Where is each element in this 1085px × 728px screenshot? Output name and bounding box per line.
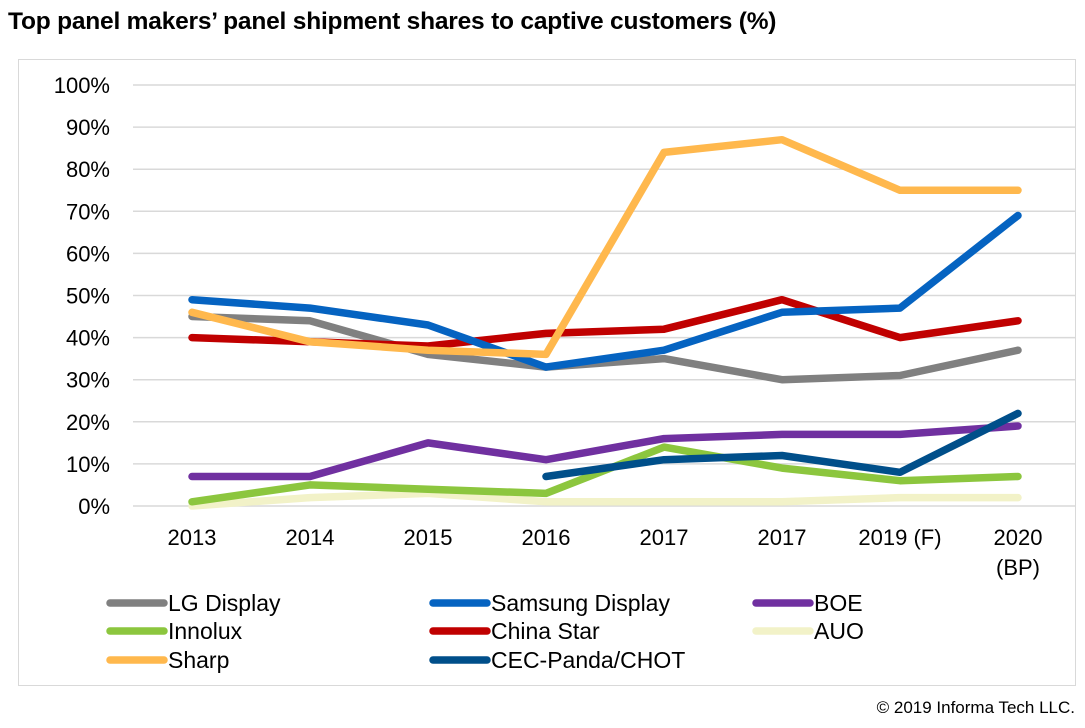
legend-item-samsung-display: Samsung Display	[429, 590, 670, 616]
legend-label: China Star	[491, 618, 600, 644]
y-tick-label: 100%	[54, 73, 110, 98]
legend-item-china-star: China Star	[429, 618, 600, 644]
y-tick-label: 40%	[66, 326, 110, 351]
legend-label: CEC-Panda/CHOT	[491, 647, 685, 673]
legend-label: Innolux	[168, 618, 243, 644]
legend-label: AUO	[814, 618, 864, 644]
series-line-samsung-display	[188, 211, 1022, 371]
y-tick-label: 90%	[66, 115, 110, 140]
series-line-auo	[188, 489, 1022, 510]
series-line-sharp	[188, 135, 1022, 359]
x-tick-label: 2017	[640, 525, 689, 550]
x-tick-label: 2017	[758, 525, 807, 550]
x-axis-ticks: 2013 2014 2015 2016 2017 2017 2019 (F) 2020 (BP)	[168, 525, 1043, 580]
x-tick-label: 2015	[404, 525, 453, 550]
legend-item-innolux: Innolux	[106, 618, 243, 644]
series-line-lg-display	[188, 312, 1022, 384]
legend-label: Sharp	[168, 647, 229, 673]
y-tick-label: 50%	[66, 284, 110, 309]
legend-item-sharp: Sharp	[106, 647, 229, 673]
legend-item-auo: AUO	[752, 618, 864, 644]
x-tick-label: 2013	[168, 525, 217, 550]
y-tick-label: 20%	[66, 410, 110, 435]
y-tick-label: 70%	[66, 199, 110, 224]
y-tick-label: 0%	[78, 494, 110, 519]
y-tick-label: 80%	[66, 157, 110, 182]
legend-label: Samsung Display	[491, 590, 670, 616]
series-lines	[188, 135, 1022, 510]
x-tick-label: 2019 (F)	[858, 525, 941, 550]
x-tick-label: 2020 (BP)	[994, 525, 1043, 580]
legend-item-boe: BOE	[752, 590, 863, 616]
series-line-cec-panda-chot	[542, 409, 1022, 481]
legend-item-lg-display: LG Display	[106, 590, 281, 616]
gridlines	[133, 84, 1076, 507]
legend-item-cec-panda-chot: CEC-Panda/CHOT	[429, 647, 685, 673]
chart-title: Top panel makers’ panel shipment shares …	[8, 8, 777, 35]
y-tick-label: 60%	[66, 241, 110, 266]
legend-label: LG Display	[168, 590, 281, 616]
copyright-notice: © 2019 Informa Tech LLC.	[876, 698, 1075, 717]
y-axis-ticks: 0% 10% 20% 30% 40% 50% 60% 70% 80% 90% 100%	[54, 73, 110, 519]
legend-label: BOE	[814, 590, 863, 616]
x-tick-label: 2014	[286, 525, 335, 550]
series-line-boe	[188, 422, 1022, 481]
x-tick-label: 2016	[522, 525, 571, 550]
chart-frame	[18, 59, 1076, 686]
y-tick-label: 10%	[66, 452, 110, 477]
legend: LG Display Samsung Display BOE Innolux China…	[106, 590, 864, 673]
y-tick-label: 30%	[66, 368, 110, 393]
